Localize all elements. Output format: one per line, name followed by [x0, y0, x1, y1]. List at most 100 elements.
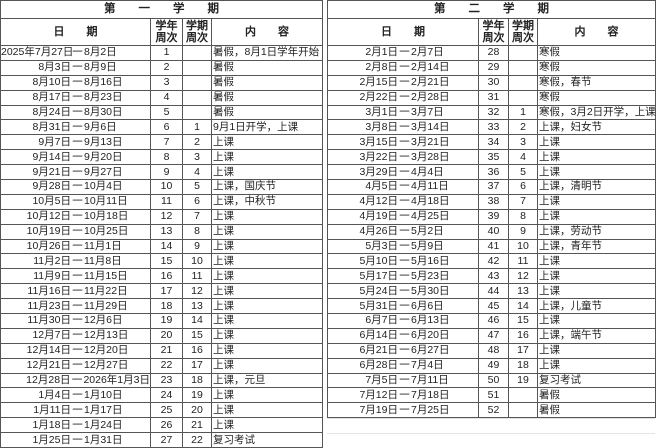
dash: 一 [72, 135, 83, 148]
date-range-cell: 12月14日一 12月20日 [0, 342, 151, 359]
content-cell: 寒假，3月2日开学，上课 [537, 104, 656, 121]
content-cell: 上课，端午节 [537, 327, 656, 344]
dash: 一 [399, 91, 410, 104]
dash: 一 [399, 374, 410, 387]
term-week-cell: 8 [508, 208, 538, 225]
year-week-cell: 13 [150, 223, 183, 240]
dash: 一 [72, 91, 83, 104]
table-row: 12月28日一 2026年1月3日 23 18 上课，元旦 [0, 372, 323, 389]
content-cell: 上课，青年节 [537, 238, 656, 255]
dash: 一 [72, 165, 83, 178]
table-row: 11月16日一 11月22日 17 12 上课 [0, 283, 323, 300]
year-week-cell: 25 [150, 402, 183, 419]
content-cell: 上课，国庆节 [211, 179, 323, 195]
year-week-cell: 4 [150, 89, 183, 106]
end-date: 8月9日 [84, 61, 117, 74]
end-date: 10月25日 [84, 225, 129, 238]
dash: 一 [72, 254, 83, 267]
start-date: 12月21日 [26, 359, 71, 372]
date-range-cell: 4月12日一 4月18日 [327, 193, 479, 210]
year-week-header: 学年 周次 [478, 18, 509, 46]
term-week-cell: 17 [508, 342, 538, 359]
content-cell: 上课 [211, 283, 323, 300]
year-week-cell: 50 [478, 372, 509, 389]
start-date: 3月22日 [359, 150, 398, 163]
table-row: 10月5日一 10月11日 11 6 上课，中秋节 [0, 193, 323, 210]
start-date: 1月4日 [38, 388, 71, 401]
date-range-cell: 2025年7月27日一 8月2日 [0, 45, 151, 61]
end-date: 5月9日 [411, 240, 444, 253]
year-week-cell: 42 [478, 253, 509, 270]
date-range-cell: 8月3日一 8月9日 [0, 59, 151, 76]
term1-table: 第 一 学 期 日 期 学年 周次 学期 周次 内 容 2025年7月27日一 8月2… [0, 0, 323, 448]
term-week-cell: 4 [182, 164, 212, 181]
dash: 一 [399, 46, 410, 59]
start-date: 1月11日 [33, 403, 71, 416]
content-cell: 上课 [211, 342, 323, 359]
table-row: 2月15日一 2月21日 30 寒假，春节 [327, 74, 656, 91]
dash: 一 [72, 403, 83, 416]
date-header: 日 期 [0, 18, 151, 46]
table-row: 10月12日一 10月18日 12 7 上课 [0, 208, 323, 225]
year-week-cell: 28 [478, 45, 509, 61]
table-row: 8月31日一 9月6日 6 1 9月1日开学，上课 [0, 119, 323, 136]
year-week-cell: 10 [150, 179, 183, 195]
date-range-cell: 10月26日一 11月1日 [0, 238, 151, 255]
end-date: 5月30日 [411, 284, 450, 297]
end-date: 7月25日 [411, 403, 450, 416]
dash: 一 [72, 61, 83, 74]
term-week-header: 学期 周次 [508, 18, 538, 46]
date-range-cell: 3月29日一 4月4日 [327, 164, 479, 181]
end-date: 12月20日 [84, 344, 129, 357]
content-cell: 上课 [211, 357, 323, 374]
end-date: 12月27日 [84, 359, 129, 372]
date-range-cell: 2月22日一 2月28日 [327, 89, 479, 106]
date-range-cell: 6月21日一 6月27日 [327, 342, 479, 359]
end-date: 11月1日 [84, 240, 122, 253]
date-range-cell: 4月5日一 4月11日 [327, 179, 479, 195]
table-row: 6月28日一 7月4日 49 18 上课 [327, 357, 656, 374]
table-row: 11月30日一 12月6日 19 14 上课 [0, 313, 323, 329]
term-week-cell: 6 [182, 193, 212, 210]
start-date: 11月30日 [27, 314, 71, 327]
header-line: 周次 [186, 32, 208, 44]
term-week-cell: 12 [182, 283, 212, 300]
table-row: 12月21日一 12月27日 22 17 上课 [0, 357, 323, 374]
dash: 一 [72, 344, 83, 357]
date-range-cell: 2月8日一 2月14日 [327, 59, 479, 76]
term-week-cell: 13 [182, 298, 212, 315]
end-date: 8月30日 [84, 106, 123, 118]
table-row: 12月7日一 12月13日 20 15 上课 [0, 327, 323, 344]
content-cell: 上课 [211, 238, 323, 255]
header-line: 学年 [482, 20, 505, 32]
dash: 一 [72, 418, 83, 431]
start-date: 5月24日 [359, 284, 398, 297]
dash: 一 [71, 374, 83, 387]
dash: 一 [399, 254, 410, 267]
header-line: 学期 [186, 20, 208, 32]
term-week-cell: 15 [508, 313, 538, 329]
header-line: 周次 [155, 32, 178, 44]
term-week-cell: 14 [508, 298, 538, 315]
end-date: 4月11日 [411, 180, 449, 193]
table-row: 9月28日一 10月4日 10 5 上课，国庆节 [0, 179, 323, 195]
term-week-cell: 9 [182, 238, 212, 255]
year-week-cell: 12 [150, 208, 183, 225]
term1-title: 第 一 学 期 [0, 0, 323, 19]
dash: 一 [399, 195, 410, 208]
year-week-cell: 15 [150, 253, 183, 270]
date-range-cell: 10月5日一 10月11日 [0, 193, 151, 210]
year-week-cell: 43 [478, 268, 509, 285]
start-date: 4月12日 [359, 195, 398, 208]
start-date: 5月3日 [365, 240, 398, 253]
start-date: 7月19日 [359, 403, 398, 416]
start-date: 11月23日 [27, 299, 71, 312]
content-cell: 上课 [537, 193, 656, 210]
content-header: 内 容 [537, 18, 656, 46]
start-date: 4月5日 [365, 180, 398, 193]
table-row: 8月17日一 8月23日 4 暑假 [0, 89, 323, 106]
start-date: 2025年7月27日 [1, 46, 74, 59]
start-date: 12月28日 [26, 374, 71, 387]
year-week-cell: 30 [478, 74, 509, 91]
term-week-cell: 18 [182, 372, 212, 389]
